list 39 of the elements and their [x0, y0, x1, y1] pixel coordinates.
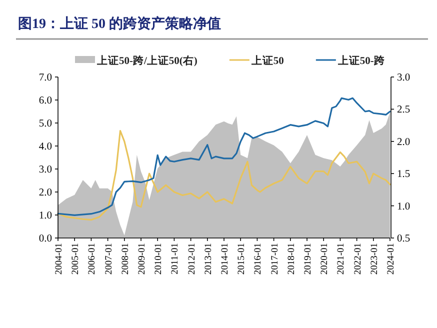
x-tick-label: 2011-01	[170, 242, 181, 274]
legend-label: 上证50-跨	[336, 54, 386, 67]
y-tick-label: 5.0	[38, 118, 52, 130]
x-tick-label: 2005-01	[71, 242, 82, 275]
x-tick-label: 2009-01	[138, 242, 148, 275]
y2-tick-label: 0.5	[397, 234, 410, 244]
x-tick-label: 2022-01	[353, 242, 364, 275]
y2-tick-label: 3.0	[397, 72, 410, 84]
x-tick-label: 2020-01	[320, 242, 330, 275]
legend-label: 上证50	[250, 54, 284, 67]
x-tick-label: 2023-01	[370, 242, 380, 275]
legend-label: 上证50-跨/上证50(右)	[96, 54, 198, 67]
y2-tick-label: 1.5	[397, 169, 410, 180]
y-tick-label: 0.0	[38, 234, 52, 244]
y2-tick-label: 1.0	[397, 201, 410, 212]
x-tick-label: 2007-01	[104, 242, 114, 275]
y-tick-label: 7.0	[38, 72, 52, 84]
y-tick-label: 2.0	[38, 188, 52, 198]
x-tick-label: 2006-01	[88, 242, 98, 275]
x-tick-label: 2016-01	[254, 242, 264, 275]
x-tick-label: 2018-01	[286, 242, 297, 275]
y-tick-label: 3.0	[38, 164, 52, 176]
y-tick-label: 4.0	[38, 142, 52, 152]
x-tick-label: 2013-01	[204, 242, 214, 275]
y2-tick-label: 2.5	[397, 104, 410, 116]
y2-tick-label: 2.0	[397, 136, 410, 148]
x-tick-label: 2015-01	[237, 242, 248, 275]
x-tick-label: 2019-01	[304, 242, 314, 275]
y-tick-label: 1.0	[38, 210, 52, 222]
x-tick-label: 2004-01	[54, 242, 64, 275]
chart-title: 图19：上证 50 的跨资产策略净值	[18, 15, 221, 32]
x-tick-label: 2008-01	[120, 242, 131, 275]
x-tick-label: 2010-01	[154, 242, 164, 275]
y-tick-label: 6.0	[38, 96, 52, 106]
x-tick-label: 2012-01	[187, 242, 198, 275]
x-tick-label: 2014-01	[220, 242, 230, 275]
x-tick-label: 2021-01	[336, 242, 347, 275]
x-tick-label: 2024-01	[386, 242, 396, 275]
x-tick-label: 2017-01	[270, 242, 280, 275]
